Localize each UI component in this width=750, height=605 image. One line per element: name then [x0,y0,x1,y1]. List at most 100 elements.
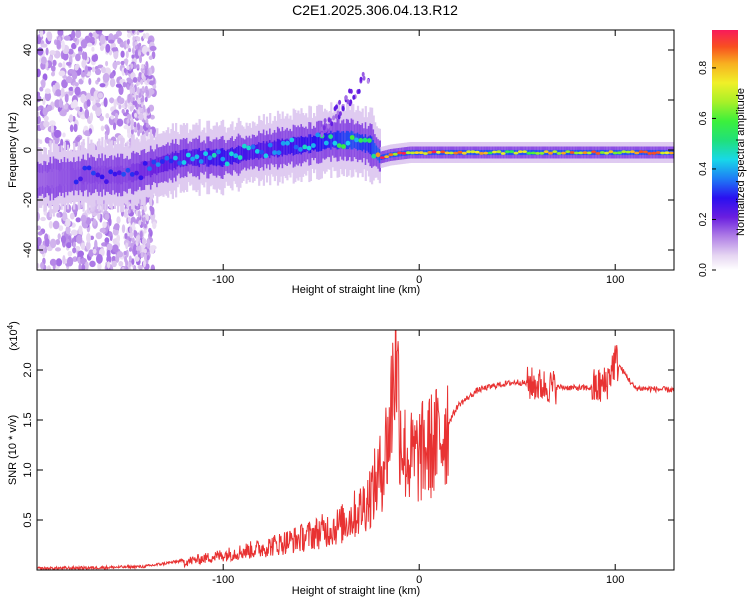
heatmap-ridge-peak [423,152,428,155]
heatmap-noise-cell [124,234,128,239]
heatmap-band-mid [273,140,276,157]
heatmap-band-mid [107,167,110,183]
heatmap-noise-cell [40,216,46,222]
heatmap-noise-cell [137,30,144,33]
heatmap-noise-cell [86,99,91,107]
heatmap-ridge-peak [116,170,122,176]
heatmap-band-mid [201,150,204,165]
heatmap-band-mid [251,144,254,160]
heatmap-noise-cell [80,214,87,223]
heatmap-noise-cell [148,55,153,61]
heatmap-noise-cell [334,113,338,119]
heatmap-ridge-peak [556,152,562,155]
heatmap-band-mid [374,143,377,157]
heatmap-noise-cell [84,108,90,119]
heatmap-band-mid [316,133,319,152]
heatmap-noise-cell [338,99,342,105]
heatmap-noise-cell [125,259,129,268]
heatmap-noise-cell [73,123,78,133]
heatmap-noise-cell [65,218,71,228]
heatmap-noise-cell [88,249,94,258]
heatmap-ridge-peak [224,161,230,167]
spectrogram-ytick-label: -20 [22,192,34,208]
heatmap-noise-cell [121,224,126,234]
heatmap-noise-cell [126,83,130,90]
spectrogram-xtick-label: 100 [606,274,624,286]
heatmap-ridge-peak [280,140,286,146]
heatmap-ridge-peak [173,155,178,161]
heatmap-ridge-peak [530,151,536,155]
heatmap-band-mid [151,159,154,175]
heatmap-ridge-peak [543,150,549,154]
heatmap-noise-cell [92,248,97,254]
heatmap-band-mid [305,136,308,153]
heatmap-noise-cell [113,98,117,109]
heatmap-noise-cell [97,92,104,99]
heatmap-noise-cell [149,245,155,254]
heatmap-band-mid [248,145,251,160]
heatmap-noise-cell [143,253,147,261]
heatmap-noise-cell [92,104,98,111]
heatmap-noise-cell [44,88,51,94]
heatmap-band-mid [280,140,283,155]
heatmap-ridge-peak [591,150,596,154]
heatmap-noise-cell [137,36,141,42]
heatmap-ridge-peak [664,151,670,155]
heatmap-noise-cell [121,108,125,114]
heatmap-ridge-peak [517,150,523,154]
heatmap-ridge-peak [142,161,148,166]
heatmap-noise-cell [89,112,94,122]
snr-ytick-label: 1.0 [22,462,34,477]
heatmap-noise-cell [116,234,121,243]
heatmap-band-mid [308,134,311,154]
heatmap-band-mid [37,172,40,188]
heatmap-noise-cell [140,79,144,85]
heatmap-band-mid [143,160,146,179]
heatmap-noise-cell [57,30,64,37]
heatmap-ridge-peak [160,159,165,164]
heatmap-ridge-peak [121,171,126,177]
heatmap-ridge-peak [259,149,264,155]
heatmap-noise-cell [106,261,111,269]
heatmap-band-mid [347,131,350,149]
heatmap-ridge-peak [405,151,411,155]
heatmap-ridge-peak [461,151,467,155]
snr-ylabel: SNR (10 * v/v) [7,415,19,485]
heatmap-noise-cell [108,218,112,226]
heatmap-noise-cell [112,61,118,70]
heatmap-noise-cell [131,118,134,127]
heatmap-noise-cell [134,255,140,262]
heatmap-ridge-peak [138,175,144,181]
heatmap-ridge-peak [328,134,333,140]
heatmap-ridge-peak [263,153,269,159]
heatmap-noise-cell [74,64,79,71]
heatmap-band-mid [49,169,52,189]
heatmap-noise-cell [60,87,65,98]
heatmap-noise-cell [50,65,56,72]
heatmap-noise-cell [120,60,125,66]
heatmap-noise-cell [37,236,42,246]
heatmap-noise-cell [133,229,137,238]
heatmap-noise-cell [72,99,78,108]
heatmap-band-mid [59,171,62,185]
heatmap-noise-cell [109,97,115,104]
heatmap-ridge-peak [315,132,321,138]
heatmap-noise-cell [142,216,146,224]
heatmap-noise-cell [359,76,363,82]
heatmap-noise-cell [126,38,130,45]
heatmap-noise-cell [145,122,149,128]
heatmap-ridge-peak [181,160,187,165]
heatmap-noise-cell [75,53,81,62]
snr-xlabel: Height of straight line (km) [292,585,420,597]
heatmap-band-mid [239,146,242,163]
heatmap-ridge-peak [401,151,407,155]
heatmap-band-mid [226,149,229,165]
heatmap-noise-cell [43,120,50,128]
heatmap-noise-cell [72,241,76,248]
heatmap-band-mid [173,153,176,169]
heatmap-band-mid [198,147,201,168]
heatmap-band-mid [327,133,330,148]
heatmap-noise-cell [148,227,152,234]
heatmap-band-mid [179,150,182,168]
